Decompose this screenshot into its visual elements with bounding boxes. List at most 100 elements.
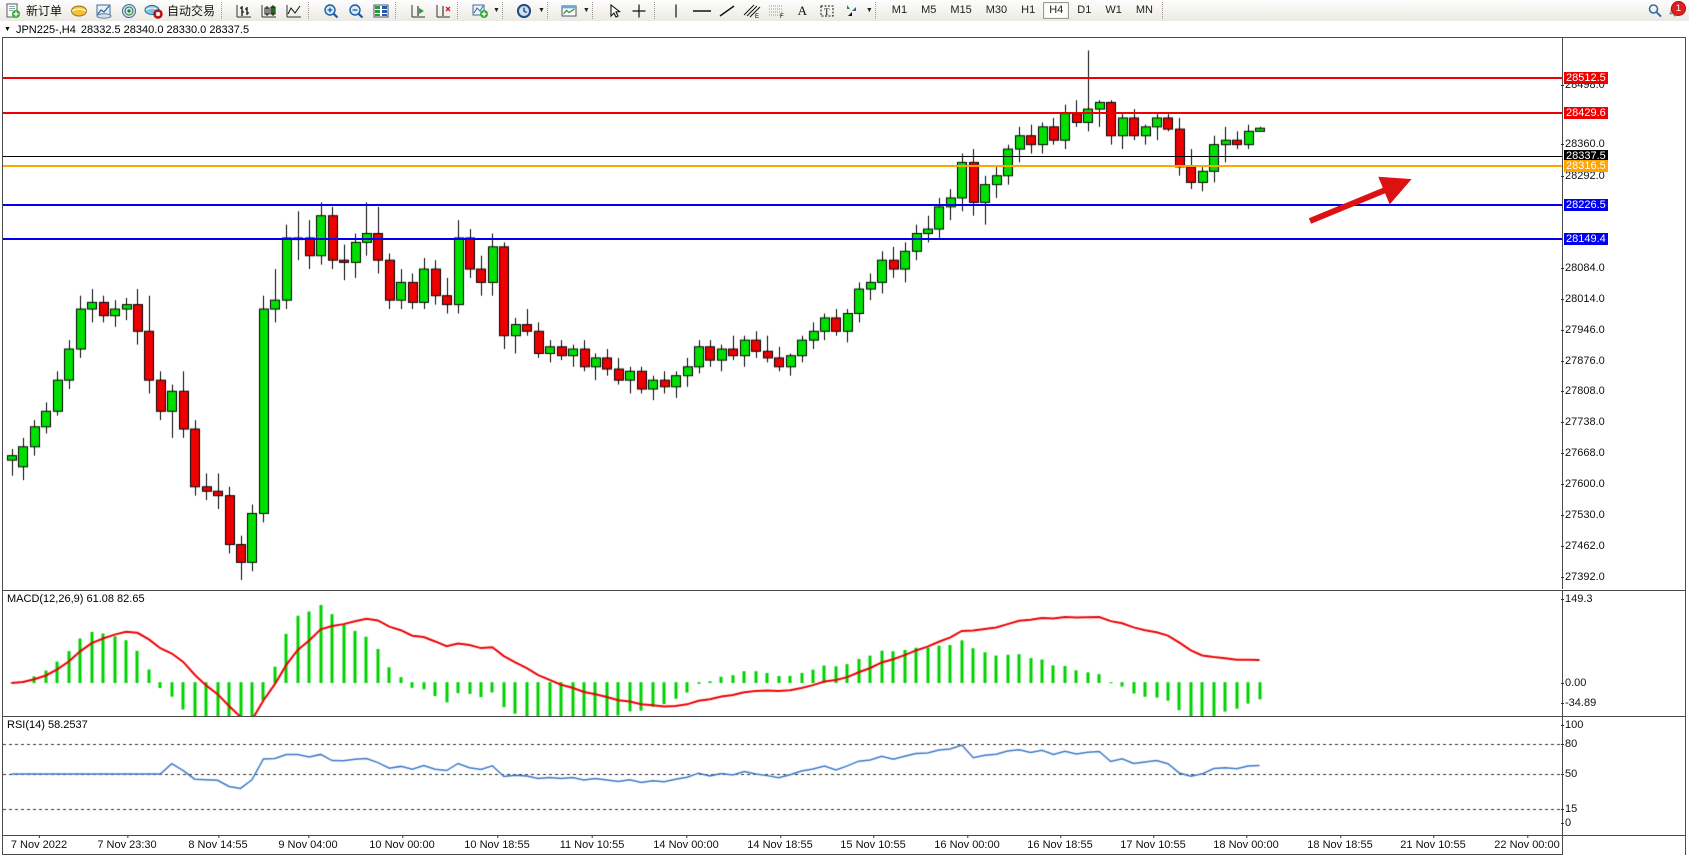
timeframe-mn[interactable]: MN: [1135, 4, 1153, 16]
price-tick: 27530.0: [1561, 509, 1605, 521]
timeframe-m1[interactable]: M1: [891, 4, 908, 16]
price-tick: 27462.0: [1561, 540, 1605, 552]
timeframe-w1[interactable]: W1: [1105, 4, 1122, 16]
candlestick-chart-icon[interactable]: [256, 1, 281, 20]
chart-ohlc-values: 28332.5 28340.0 28330.0 28337.5: [80, 23, 250, 36]
toolbar-separator: [221, 2, 229, 19]
macd-plot-area[interactable]: [3, 591, 1563, 716]
rsi-tick: 0: [1560, 817, 1572, 829]
vertical-line-icon[interactable]: [664, 1, 689, 20]
timeframe-h4[interactable]: H4: [1043, 2, 1070, 19]
time-label: 10 Nov 18:55: [464, 836, 530, 851]
zoom-in-icon[interactable]: [318, 1, 343, 20]
auto-trading-icon[interactable]: [141, 1, 166, 20]
bar-chart-icon[interactable]: [231, 1, 256, 20]
time-label: 21 Nov 10:55: [1400, 836, 1466, 851]
chevron-down-icon[interactable]: ▼: [582, 7, 590, 14]
line-chart-icon[interactable]: [281, 1, 306, 20]
price-tag: 28337.5: [1564, 150, 1608, 162]
price-tick: 27738.0: [1561, 416, 1605, 428]
fibonacci-icon[interactable]: F: [765, 1, 790, 20]
time-label: 18 Nov 18:55: [1307, 836, 1373, 851]
price-tag: 28149.4: [1564, 233, 1608, 245]
svg-text:F: F: [780, 14, 784, 19]
equidistant-channel-icon[interactable]: E: [740, 1, 765, 20]
macd-tick: -34.89: [1560, 697, 1597, 709]
rsi-plot-area[interactable]: [3, 717, 1563, 835]
period-icon[interactable]: [512, 1, 537, 20]
resistance-line-2[interactable]: [3, 112, 1563, 114]
text-label-icon[interactable]: T: [815, 1, 840, 20]
macd-axis: 149.3 0.00 -34.89: [1560, 591, 1685, 716]
time-label: 10 Nov 00:00: [369, 836, 435, 851]
price-axis[interactable]: ▼ 28498.028360.028292.028084.028014.0279…: [1561, 38, 1685, 589]
navigator-icon[interactable]: [116, 1, 141, 20]
toolbar-separator: [395, 2, 403, 19]
pivot-line[interactable]: [3, 165, 1563, 167]
shift-start-icon[interactable]: [405, 1, 430, 20]
shift-end-icon[interactable]: [430, 1, 455, 20]
svg-text:E: E: [755, 14, 759, 19]
price-tag: 28226.5: [1564, 199, 1608, 211]
price-tick: 27392.0: [1561, 571, 1605, 583]
profile-icon[interactable]: [66, 1, 91, 20]
rsi-axis: 100 80 50 15 0: [1560, 717, 1685, 835]
toolbar-separator: [1161, 2, 1170, 19]
price-tick: 28292.0: [1561, 170, 1605, 182]
chart-frame[interactable]: ▼ 28498.028360.028292.028084.028014.0279…: [2, 37, 1686, 855]
price-plot-area[interactable]: [3, 38, 1563, 589]
timeframe-h1[interactable]: H1: [1021, 4, 1036, 16]
support-line-1[interactable]: [3, 204, 1563, 206]
time-label: 17 Nov 10:55: [1120, 836, 1186, 851]
notification-bell-icon[interactable]: 1: [1667, 0, 1686, 19]
price-tick: 28014.0: [1561, 293, 1605, 305]
chart-window: ▼ JPN225-,H4 28332.5 28340.0 28330.0 283…: [0, 21, 1689, 857]
resistance-line-1[interactable]: [3, 77, 1563, 79]
chevron-down-icon[interactable]: ▼: [865, 7, 873, 14]
price-tick: 27876.0: [1561, 355, 1605, 367]
horizontal-line-icon[interactable]: [689, 1, 715, 20]
cursor-icon[interactable]: [602, 1, 627, 20]
timeframe-m15[interactable]: M15: [950, 4, 972, 16]
new-order-icon[interactable]: [0, 1, 25, 20]
shapes-icon[interactable]: [840, 1, 865, 20]
zoom-out-icon[interactable]: [343, 1, 368, 20]
text-icon[interactable]: A: [797, 2, 808, 18]
timeframe-m5[interactable]: M5: [921, 4, 937, 16]
timeframe-m30[interactable]: M30: [985, 4, 1008, 16]
chart-header: ▼ JPN225-,H4 28332.5 28340.0 28330.0 283…: [0, 22, 1689, 37]
search-icon[interactable]: [1647, 3, 1663, 19]
macd-pane[interactable]: MACD(12,26,9) 61.08 82.65 149.3 0.00 -34.8…: [3, 590, 1685, 716]
macd-canvas: [3, 591, 1563, 716]
current-price-line[interactable]: [3, 156, 1563, 157]
trendline-icon[interactable]: [715, 1, 740, 20]
rsi-pane[interactable]: RSI(14) 58.2537 100 80 50 15 0: [3, 716, 1685, 835]
toolbar-separator: [308, 2, 316, 19]
crosshair-icon[interactable]: [627, 1, 652, 20]
time-label: 22 Nov 00:00: [1494, 836, 1560, 851]
data-window-icon[interactable]: [368, 1, 393, 20]
chart-symbol-label: JPN225-,H4: [15, 23, 76, 36]
rsi-label: RSI(14) 58.2537: [7, 719, 88, 731]
price-tick: 27808.0: [1561, 385, 1605, 397]
time-label: 8 Nov 14:55: [188, 836, 248, 851]
price-tick: 27946.0: [1561, 324, 1605, 336]
auto-trading-button[interactable]: 自动交易: [167, 4, 216, 18]
chart-menu-caret-icon[interactable]: ▼: [4, 26, 11, 33]
toolbar-separator: [874, 2, 883, 19]
price-tag: 28512.5: [1564, 72, 1608, 84]
timeframe-d1[interactable]: D1: [1077, 4, 1092, 16]
rsi-tick: 80: [1560, 738, 1578, 750]
support-line-2[interactable]: [3, 238, 1563, 240]
price-pane[interactable]: ▼ 28498.028360.028292.028084.028014.0279…: [3, 38, 1685, 589]
templates-icon[interactable]: [557, 1, 582, 20]
add-indicator-icon[interactable]: [467, 1, 492, 20]
chevron-down-icon[interactable]: ▼: [493, 7, 500, 14]
chevron-down-icon[interactable]: ▼: [537, 7, 545, 14]
svg-text:T: T: [824, 7, 830, 17]
market-watch-icon[interactable]: [91, 1, 116, 20]
time-label: 16 Nov 18:55: [1027, 836, 1093, 851]
time-axis[interactable]: 7 Nov 2022 7 Nov 23:30 8 Nov 14:55 9 Nov 04…: [3, 835, 1685, 855]
time-label: 18 Nov 00:00: [1213, 836, 1279, 851]
new-order-button[interactable]: 新订单: [26, 4, 63, 18]
